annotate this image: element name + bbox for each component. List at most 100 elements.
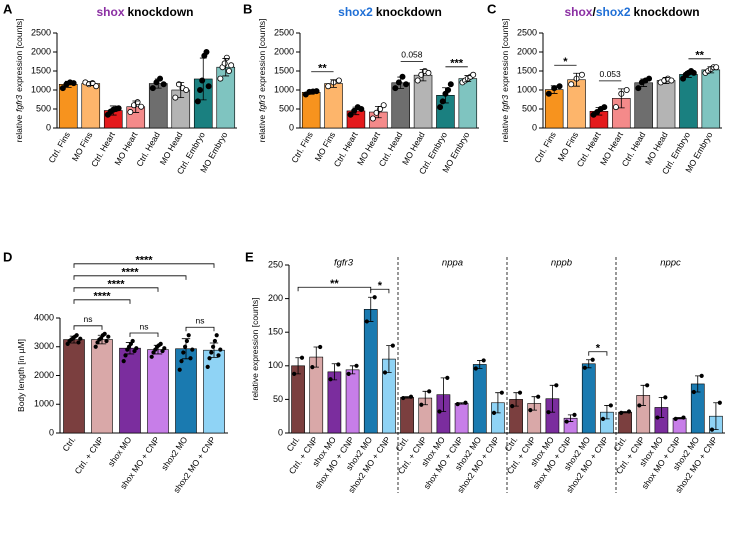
bar [63, 339, 85, 434]
significance-bracket [73, 263, 215, 268]
significance-bracket [73, 325, 103, 330]
panel-label: B [243, 1, 252, 16]
data-point [212, 338, 217, 344]
error-bar [397, 76, 405, 89]
y-tick-label: 2500 [274, 27, 294, 37]
data-point [205, 83, 212, 90]
y-tick-label: 2000 [31, 46, 51, 56]
title-part: fgfr3 [14, 95, 24, 112]
data-point [600, 416, 606, 421]
data-point [228, 62, 235, 69]
title-part: knockdown [128, 5, 194, 19]
error-bar [109, 105, 117, 116]
error-bar [617, 88, 625, 109]
error-bar [419, 69, 427, 82]
data-point [183, 87, 190, 94]
error-bar [313, 346, 319, 368]
data-point [373, 109, 380, 116]
data-point [691, 389, 696, 395]
error-bar [604, 405, 610, 420]
x-tick-label: Ctrl. Fins [289, 130, 315, 164]
data-point [328, 377, 333, 382]
data-point [104, 338, 109, 344]
data-point [160, 81, 167, 88]
data-point [418, 71, 425, 78]
bar [91, 339, 113, 434]
bar [454, 403, 469, 434]
data-point [292, 371, 297, 376]
y-tick-label: 2500 [517, 27, 537, 37]
data-point [313, 88, 320, 95]
data-point [635, 85, 642, 92]
error-bar [132, 100, 140, 113]
error-bar [69, 335, 79, 344]
y-tick-label: 3000 [34, 341, 54, 351]
bar [363, 309, 378, 434]
y-tick-label: 1500 [31, 65, 51, 75]
error-bar [125, 342, 135, 355]
error-bar [464, 75, 472, 83]
error-bar [422, 390, 428, 406]
data-point [76, 340, 81, 345]
data-point [172, 94, 179, 101]
data-point [481, 358, 486, 363]
data-point [556, 83, 563, 90]
title-part: Body length [in µM] [16, 339, 26, 412]
data-point [645, 383, 650, 388]
data-point [181, 350, 186, 355]
y-tick-label: 0 [532, 122, 537, 132]
error-bar [404, 396, 410, 399]
significance-label: **** [93, 291, 111, 303]
y-tick-label: 0 [289, 122, 294, 132]
y-tick-label: 2000 [34, 370, 54, 380]
y-tick-label: 1500 [274, 65, 294, 75]
bar [175, 348, 197, 434]
error-bar [676, 417, 683, 420]
x-tick-label: shox MO [106, 434, 134, 468]
data-point [93, 83, 100, 90]
bar [400, 397, 414, 434]
error-bar [567, 414, 574, 422]
error-bar [97, 334, 107, 345]
data-point [590, 357, 595, 362]
error-bar [222, 58, 230, 77]
bar [81, 83, 101, 129]
error-bar [295, 357, 301, 375]
data-point [221, 60, 228, 67]
error-bar [87, 81, 95, 86]
data-point [390, 343, 395, 348]
y-axis-title: relative fgfr3 expression [counts] [257, 19, 267, 143]
data-point [510, 404, 515, 409]
bar [458, 78, 478, 129]
data-point [149, 85, 156, 92]
error-bar [685, 70, 692, 78]
data-point [690, 69, 697, 76]
error-bar [352, 106, 360, 116]
x-tick-label: Ctrl. + CNP [73, 434, 106, 475]
data-point [582, 365, 587, 370]
data-point [546, 410, 551, 415]
error-bar [154, 78, 162, 89]
data-point [346, 371, 351, 376]
error-bar [513, 392, 519, 407]
bar [291, 365, 305, 434]
data-point [392, 85, 399, 92]
data-point [673, 416, 678, 421]
y-tick-label: 150 [268, 327, 283, 337]
error-bar [573, 72, 580, 87]
x-tick-label: MO Fins [70, 130, 95, 163]
data-point [194, 98, 201, 105]
data-point [608, 403, 613, 408]
data-point [419, 402, 424, 407]
title-part: shox2 [596, 5, 631, 19]
significance-label: ns [84, 314, 93, 324]
data-point [190, 347, 195, 352]
error-bar [695, 375, 701, 393]
y-tick-label: 1000 [517, 84, 537, 94]
error-bar [622, 411, 628, 414]
group-label: nppa [442, 258, 463, 269]
data-point [203, 49, 210, 56]
significance-label: * [596, 343, 601, 355]
significance-bracket [129, 332, 159, 337]
